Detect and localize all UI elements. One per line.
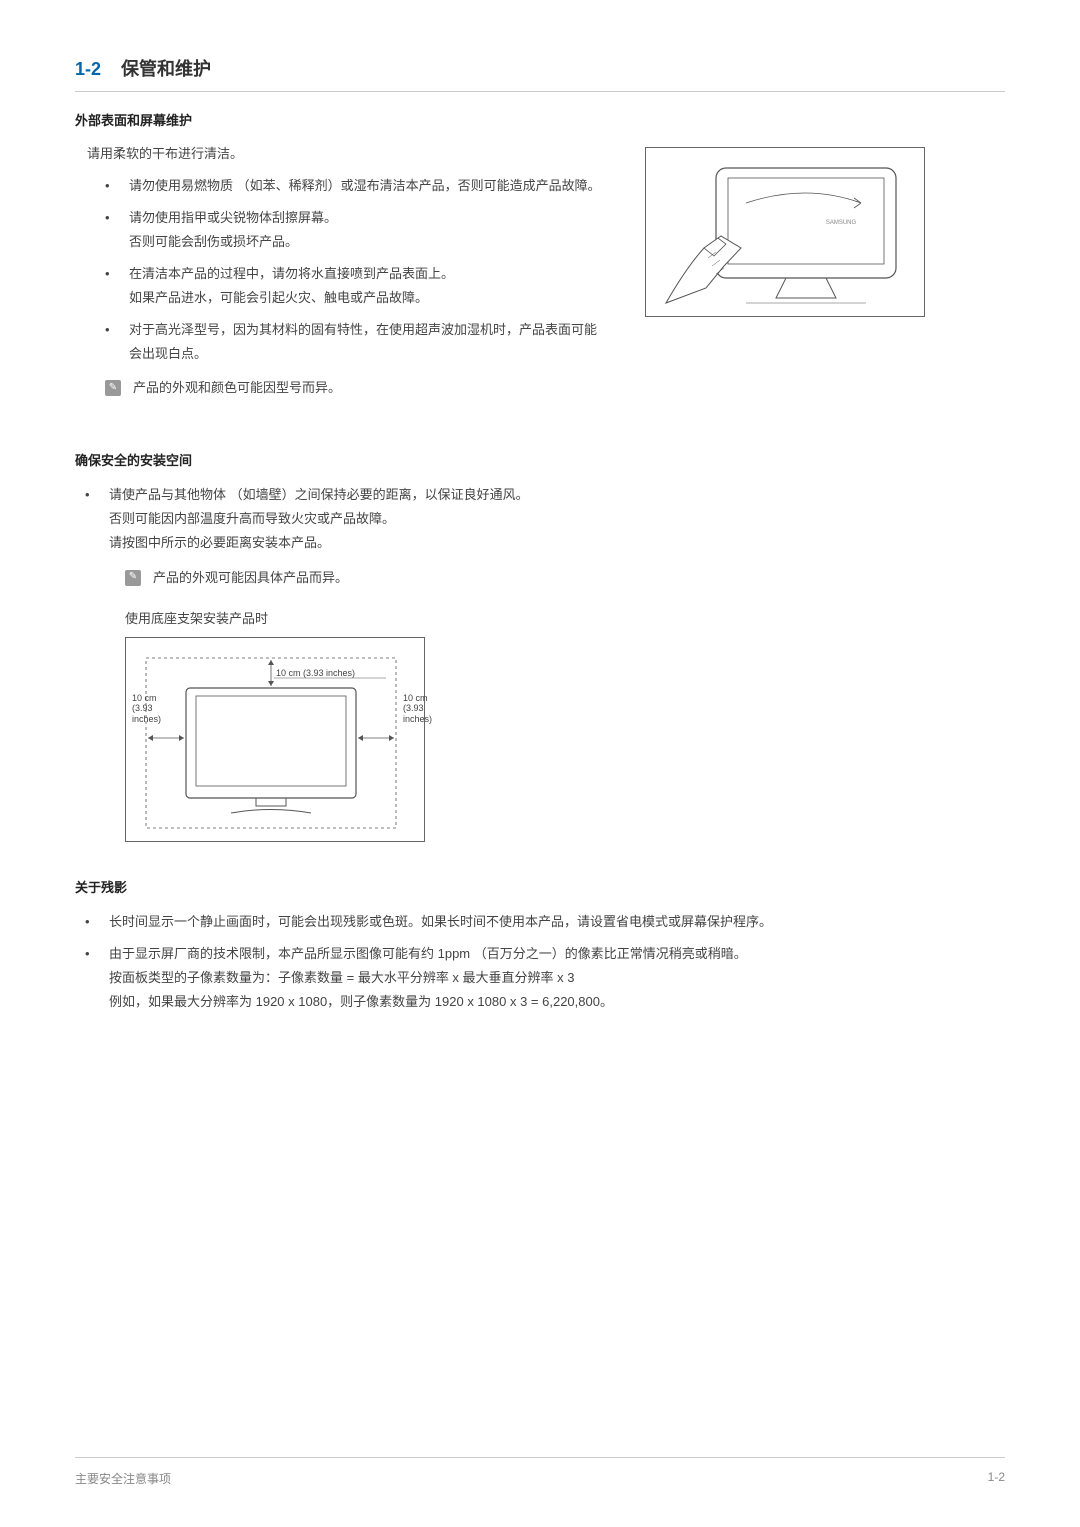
text-column: 请用柔软的干布进行清洁。 请勿使用易燃物质 （如苯、稀释剂）或湿布清洁本产品，否… (75, 143, 605, 400)
bullet-list-installation: 请使产品与其他物体 （如墙壁）之间保持必要的距离，以保证良好通风。 否则可能因内… (75, 483, 1005, 555)
footer-right: 1-2 (988, 1470, 1005, 1487)
monitor-cleaning-diagram: SAMSUNG (645, 147, 925, 317)
list-item: 由于显示屏厂商的技术限制，本产品所显示图像可能有约 1ppm （百万分之一）的像… (85, 942, 1005, 1014)
section-title: 保管和维护 (121, 55, 211, 81)
section-installation: 确保安全的安装空间 请使产品与其他物体 （如墙壁）之间保持必要的距离，以保证良好… (75, 450, 1005, 841)
footer-left: 主要安全注意事项 (75, 1470, 171, 1487)
subsection-title-maintenance: 外部表面和屏幕维护 (75, 110, 1005, 129)
svg-text:SAMSUNG: SAMSUNG (826, 220, 857, 226)
diagram-left-label: 10 cm (3.93 inches) (132, 693, 161, 725)
nested-block: ✎ 产品的外观可能因具体产品而异。 使用底座支架安装产品时 10 cm (3.9… (125, 566, 1005, 842)
subsection-title-installation: 确保安全的安装空间 (75, 450, 1005, 469)
illustration-cleaning: SAMSUNG (645, 143, 925, 400)
list-item: 请勿使用易燃物质 （如苯、稀释剂）或湿布清洁本产品，否则可能造成产品故障。 (105, 174, 605, 198)
stand-caption: 使用底座支架安装产品时 (125, 608, 1005, 627)
list-item: 请勿使用指甲或尖锐物体刮擦屏幕。 否则可能会刮伤或损坏产品。 (105, 206, 605, 254)
list-item: 长时间显示一个静止画面时，可能会出现残影或色斑。如果长时间不使用本产品，请设置省… (85, 910, 1005, 934)
page-footer: 主要安全注意事项 1-2 (75, 1457, 1005, 1487)
list-item: 在清洁本产品的过程中，请勿将水直接喷到产品表面上。 如果产品进水，可能会引起火灾… (105, 262, 605, 310)
section-header: 1-2 保管和维护 (75, 55, 1005, 92)
list-item: 请使产品与其他物体 （如墙壁）之间保持必要的距离，以保证良好通风。 否则可能因内… (85, 483, 1005, 555)
note-icon: ✎ (125, 570, 141, 586)
subsection-title-afterimage: 关于残影 (75, 877, 1005, 896)
list-item: 对于高光泽型号，因为其材料的固有特性，在使用超声波加湿机时，产品表面可能会出现白… (105, 318, 605, 366)
note-icon: ✎ (105, 380, 121, 396)
content-row: 请用柔软的干布进行清洁。 请勿使用易燃物质 （如苯、稀释剂）或湿布清洁本产品，否… (75, 143, 1005, 400)
note-text: 产品的外观和颜色可能因型号而异。 (133, 376, 341, 400)
diagram-top-label: 10 cm (3.93 inches) (276, 668, 355, 678)
note-row: ✎ 产品的外观和颜色可能因型号而异。 (105, 376, 605, 400)
diagram-right-label: 10 cm (3.93 inches) (403, 693, 432, 725)
bullet-list-maintenance: 请勿使用易燃物质 （如苯、稀释剂）或湿布清洁本产品，否则可能造成产品故障。 请勿… (75, 174, 605, 366)
section-number: 1-2 (75, 59, 101, 80)
bullet-list-afterimage: 长时间显示一个静止画面时，可能会出现残影或色斑。如果长时间不使用本产品，请设置省… (75, 910, 1005, 1014)
section-maintenance: 外部表面和屏幕维护 请用柔软的干布进行清洁。 请勿使用易燃物质 （如苯、稀释剂）… (75, 110, 1005, 400)
note-text: 产品的外观可能因具体产品而异。 (153, 566, 348, 590)
section-afterimage: 关于残影 长时间显示一个静止画面时，可能会出现残影或色斑。如果长时间不使用本产品… (75, 877, 1005, 1014)
intro-text: 请用柔软的干布进行清洁。 (87, 143, 605, 162)
note-row: ✎ 产品的外观可能因具体产品而异。 (125, 566, 1005, 590)
clearance-diagram: 10 cm (3.93 inches) 10 cm (3.93 inches) … (125, 637, 425, 842)
